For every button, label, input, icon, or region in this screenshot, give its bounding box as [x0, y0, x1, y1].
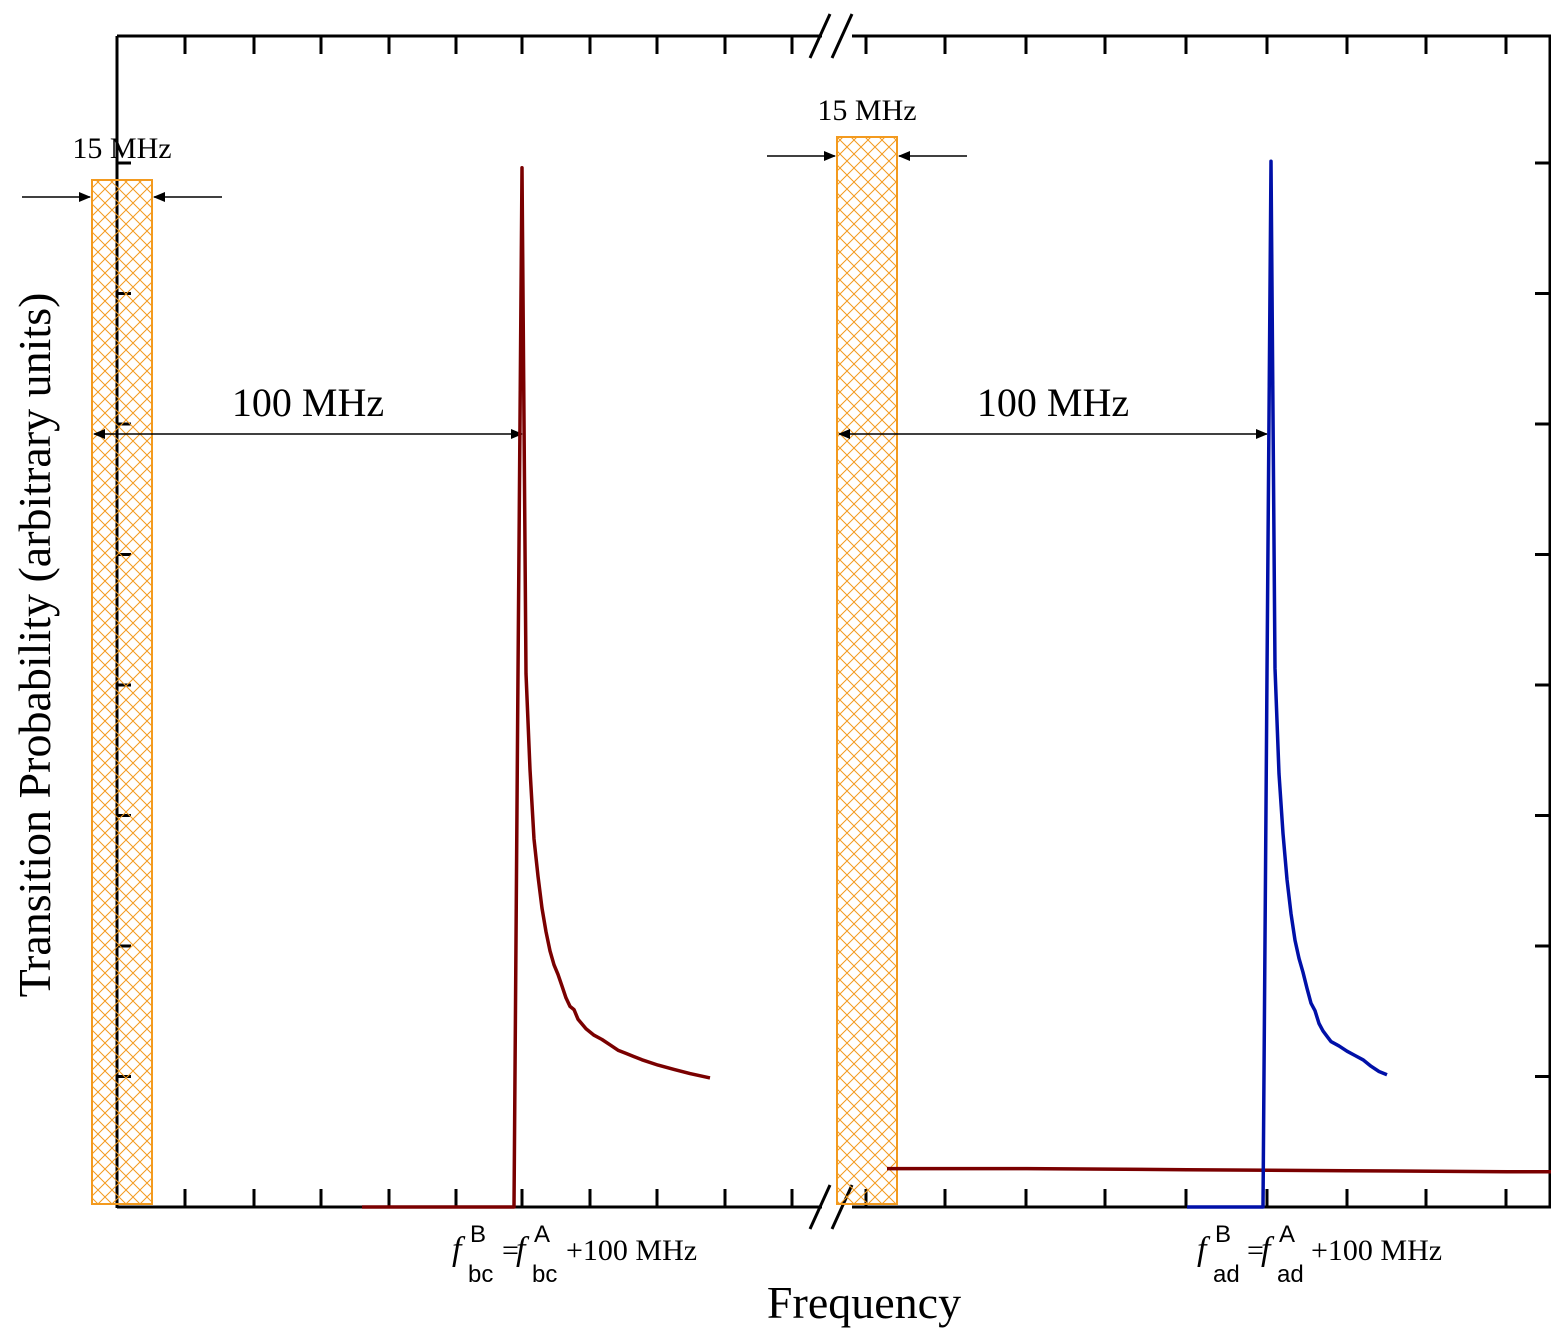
filter-band [91, 179, 153, 1205]
tick-label-part: bc [532, 1261, 557, 1288]
tick-label-part: f [516, 1231, 530, 1268]
tick-label-part: +100 MHz [566, 1234, 697, 1267]
tick-label-part: B [1215, 1221, 1231, 1248]
tick-label-part: f [452, 1231, 466, 1268]
break-mark-bottom-stroke-1 [808, 1184, 832, 1230]
series-line-ad [1187, 159, 1388, 1209]
tick-label-part: f [1197, 1231, 1211, 1268]
tick-label-part: A [534, 1221, 550, 1248]
tick-label-part: ad [1213, 1261, 1240, 1288]
break-mark-top [808, 13, 854, 59]
tick-label-part: ad [1277, 1261, 1304, 1288]
tick-label-ad: f Bad=f Aad+100 MHz [1197, 1221, 1442, 1288]
series-line-bc [887, 1166, 1551, 1174]
spacing-label: 100 MHz [232, 380, 384, 425]
y-axis-title: Transition Probability (arbitrary units) [9, 293, 60, 998]
series-line-bc [362, 165, 711, 1209]
tick-label-part: B [470, 1221, 486, 1248]
tick-label-part: = [1247, 1234, 1264, 1267]
tick-label-part: = [502, 1234, 519, 1267]
spacing-label: 100 MHz [977, 380, 1129, 425]
tick-label-part: +100 MHz [1311, 1234, 1442, 1267]
x-axis-title: Frequency [767, 1277, 961, 1328]
filter-band [836, 136, 898, 1205]
tick-label-bc: f Bbc=f Abc+100 MHz [452, 1221, 697, 1288]
break-mark-top-stroke-2 [830, 13, 854, 59]
band-width-label: 15 MHz [817, 94, 916, 127]
tick-label-part: bc [468, 1261, 493, 1288]
tick-label-part: A [1279, 1221, 1295, 1248]
band-width-label: 15 MHz [72, 132, 171, 165]
tick-label-part: f [1261, 1231, 1275, 1268]
break-mark-top-stroke-1 [808, 13, 832, 59]
